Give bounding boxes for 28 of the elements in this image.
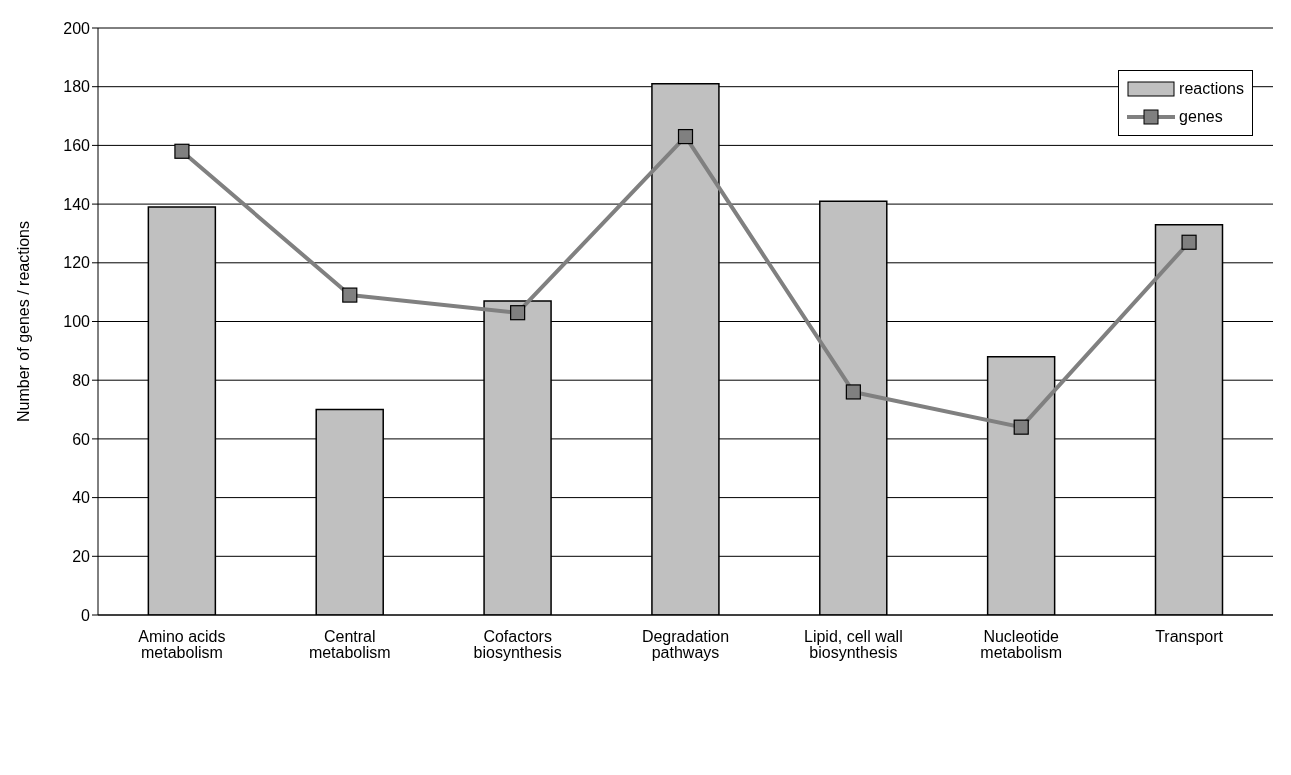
y-tick-label: 200 (63, 19, 91, 37)
y-axis-title: Number of genes / reactions (14, 221, 32, 422)
x-tick-label: Nucleotide metabolism (980, 628, 1063, 662)
y-tick-label: 140 (63, 195, 91, 213)
point (677, 129, 694, 145)
point (342, 287, 358, 303)
legend-label: reactions (1179, 80, 1244, 98)
point (1013, 419, 1029, 435)
x-tick-label: Transport (1155, 628, 1224, 646)
point (1181, 234, 1197, 250)
point (174, 143, 190, 159)
x-tick-label: Lipid, cell wall biosynthesis (804, 628, 903, 662)
y-tick-label: 160 (63, 137, 91, 155)
y-tick-label: 40 (72, 489, 91, 507)
x-tick-label: Central metabolism (308, 628, 391, 662)
y-tick-label: 100 (63, 313, 91, 331)
x-tick-label: Amino acids metabolism (138, 628, 226, 662)
x-tick-label: Cofactors biosynthesis (473, 628, 562, 662)
legend-label: genes (1179, 108, 1223, 126)
x-tick-label: Degradation pathways (641, 628, 730, 662)
point (845, 384, 861, 400)
y-tick-label: 180 (63, 78, 91, 96)
y-tick-label: 80 (72, 371, 91, 389)
y-tick-label: 120 (63, 254, 91, 272)
y-tick-label: 0 (81, 606, 91, 624)
y-tick-label: 20 (72, 547, 91, 565)
y-tick-label: 60 (72, 430, 91, 448)
point (510, 305, 526, 321)
